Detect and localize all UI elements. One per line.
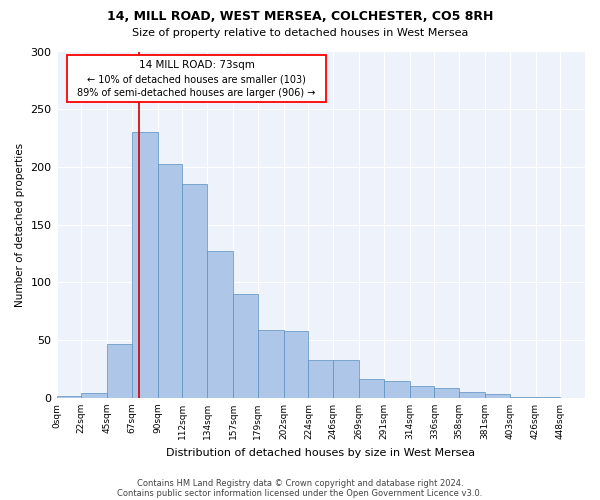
Text: Contains HM Land Registry data © Crown copyright and database right 2024.: Contains HM Land Registry data © Crown c… [137, 478, 463, 488]
X-axis label: Distribution of detached houses by size in West Mersea: Distribution of detached houses by size … [166, 448, 475, 458]
Text: 14, MILL ROAD, WEST MERSEA, COLCHESTER, CO5 8RH: 14, MILL ROAD, WEST MERSEA, COLCHESTER, … [107, 10, 493, 23]
Text: 89% of semi-detached houses are larger (906) →: 89% of semi-detached houses are larger (… [77, 88, 316, 99]
Bar [284, 331, 308, 398]
Text: Size of property relative to detached houses in West Mersea: Size of property relative to detached ho… [132, 28, 468, 38]
Bar [233, 294, 258, 398]
Bar [81, 394, 107, 398]
Bar [207, 252, 233, 398]
Bar [359, 380, 384, 398]
Bar [258, 330, 284, 398]
Bar [182, 184, 207, 398]
Bar [384, 380, 410, 398]
Bar [308, 360, 333, 398]
Bar [107, 344, 132, 398]
Bar [434, 388, 459, 398]
Text: 14 MILL ROAD: 73sqm: 14 MILL ROAD: 73sqm [139, 60, 254, 70]
Bar [333, 360, 359, 398]
FancyBboxPatch shape [67, 55, 326, 102]
Bar [56, 396, 81, 398]
Bar [132, 132, 158, 398]
Y-axis label: Number of detached properties: Number of detached properties [15, 142, 25, 307]
Bar [158, 164, 182, 398]
Text: Contains public sector information licensed under the Open Government Licence v3: Contains public sector information licen… [118, 488, 482, 498]
Bar [485, 394, 509, 398]
Bar [536, 397, 560, 398]
Bar [459, 392, 485, 398]
Bar [509, 397, 536, 398]
Bar [410, 386, 434, 398]
Text: ← 10% of detached houses are smaller (103): ← 10% of detached houses are smaller (10… [87, 74, 306, 85]
